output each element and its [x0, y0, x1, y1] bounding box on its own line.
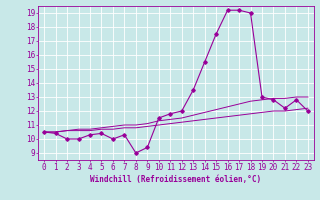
X-axis label: Windchill (Refroidissement éolien,°C): Windchill (Refroidissement éolien,°C): [91, 175, 261, 184]
